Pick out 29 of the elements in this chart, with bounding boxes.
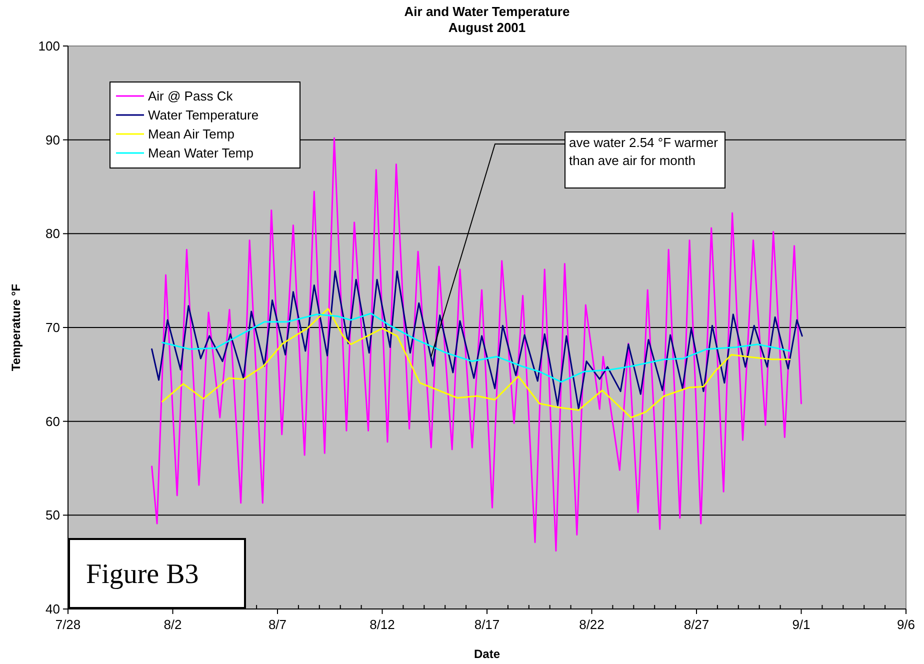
line-series [151,270,803,410]
y-tick-label: 100 [38,38,60,54]
y-tick-label: 80 [46,226,60,242]
x-axis-title: Date [474,647,500,661]
x-tick-label: 8/12 [370,617,395,632]
line-series [162,308,791,418]
x-tick-label: 8/27 [684,617,710,632]
x-tick-label: 8/7 [268,617,287,632]
x-tick-label: 8/17 [474,617,500,632]
x-tick-label: 7/28 [55,617,81,632]
line-series [162,312,791,383]
annotation: Figure B3 [86,559,199,590]
y-axis-title: Temperature °F [9,284,23,372]
x-tick-label: 8/22 [579,617,604,632]
legend-label: Water Temperature [148,108,259,123]
y-tick-label: 40 [46,602,60,617]
x-tick-label: 9/6 [896,617,916,632]
legend-label: Air @ Pass Ck [148,88,234,104]
legend-label: Mean Water Temp [148,146,254,161]
legend-label: Mean Air Temp [148,126,234,142]
y-tick-label: 60 [46,414,60,429]
y-tick-label: 90 [46,132,60,148]
chart-subtitle: August 2001 [448,20,526,35]
x-tick-label: 8/2 [164,617,182,632]
y-tick-label: 70 [46,320,60,336]
x-tick-label: 9/1 [792,617,810,632]
annotation: ave water 2.54 °F warmer than ave air for month [569,135,719,168]
chart-title: Air and Water Temperature [404,4,570,19]
y-tick-label: 50 [46,508,60,523]
